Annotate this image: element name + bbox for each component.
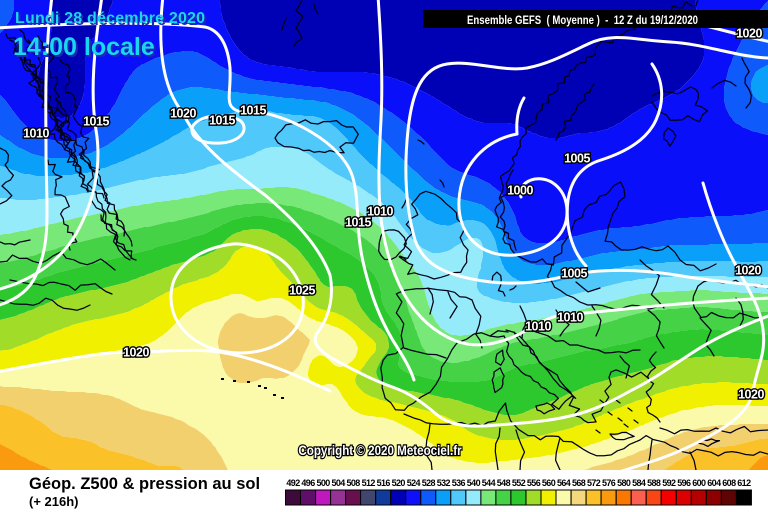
svg-text:604: 604 (707, 478, 721, 488)
svg-text:1020: 1020 (738, 388, 764, 402)
svg-text:1010: 1010 (367, 205, 393, 219)
svg-text:1005: 1005 (561, 267, 587, 281)
svg-text:512: 512 (362, 478, 376, 488)
svg-text:592: 592 (662, 478, 676, 488)
svg-text:528: 528 (422, 478, 436, 488)
svg-text:1020: 1020 (123, 346, 149, 360)
svg-text:1025: 1025 (289, 284, 315, 298)
svg-text:504: 504 (331, 478, 345, 488)
svg-text:552: 552 (512, 478, 526, 488)
svg-text:500: 500 (316, 478, 330, 488)
svg-text:600: 600 (692, 478, 706, 488)
svg-text:1015: 1015 (209, 114, 235, 128)
svg-text:548: 548 (497, 478, 511, 488)
svg-text:568: 568 (572, 478, 586, 488)
svg-text:1010: 1010 (557, 311, 583, 325)
svg-text:544: 544 (482, 478, 496, 488)
svg-text:536: 536 (452, 478, 466, 488)
svg-text:508: 508 (346, 478, 360, 488)
svg-text:496: 496 (301, 478, 315, 488)
svg-text:556: 556 (527, 478, 541, 488)
svg-text:612: 612 (737, 478, 751, 488)
svg-text:516: 516 (377, 478, 391, 488)
svg-text:576: 576 (602, 478, 616, 488)
svg-text:520: 520 (392, 478, 406, 488)
svg-text:540: 540 (467, 478, 481, 488)
svg-text:1020: 1020 (170, 107, 196, 121)
svg-text:1010: 1010 (23, 127, 49, 141)
svg-text:492: 492 (286, 478, 300, 488)
svg-text:588: 588 (647, 478, 661, 488)
svg-text:608: 608 (722, 478, 736, 488)
svg-text:564: 564 (557, 478, 571, 488)
svg-text:1015: 1015 (345, 216, 371, 230)
svg-text:1015: 1015 (83, 115, 109, 129)
svg-text:524: 524 (407, 478, 421, 488)
svg-text:1010: 1010 (525, 320, 551, 334)
svg-text:584: 584 (632, 478, 646, 488)
svg-text:1020: 1020 (735, 264, 761, 278)
svg-text:532: 532 (437, 478, 451, 488)
svg-text:1000: 1000 (507, 184, 533, 198)
svg-text:560: 560 (542, 478, 556, 488)
svg-text:Copyright © 2020 Meteociel.fr: Copyright © 2020 Meteociel.fr (298, 443, 461, 458)
svg-text:1015: 1015 (240, 104, 266, 118)
svg-text:1005: 1005 (564, 152, 590, 166)
svg-text:596: 596 (677, 478, 691, 488)
svg-text:580: 580 (617, 478, 631, 488)
svg-text:1020: 1020 (736, 27, 762, 41)
svg-text:572: 572 (587, 478, 601, 488)
